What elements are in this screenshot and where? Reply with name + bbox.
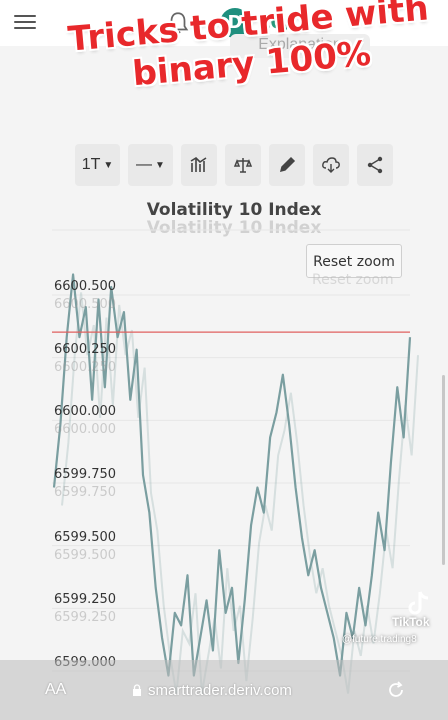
y-tick-label-reflection: 6599.250 [54,610,117,626]
chart-type-value: — [136,156,153,173]
interval-value: 1T [81,156,101,173]
y-tick-label-reflection: 6599.750 [54,485,117,500]
reset-zoom-button[interactable]: Reset zoom [306,244,402,278]
y-tick-label: 6600.500 [54,279,117,294]
chevron-down-icon: ▼ [103,159,114,171]
menu-icon[interactable] [14,12,36,32]
y-tick-label: 6599.250 [54,592,117,608]
share-icon [367,156,383,174]
compare-icon [233,158,253,173]
scrollbar[interactable] [442,375,445,565]
bell-icon[interactable] [165,10,191,36]
y-tick-label: 6599.750 [54,467,117,482]
interval-select[interactable]: 1T ▼ [75,144,120,186]
lock-icon [133,684,141,696]
chart-type-select[interactable]: — ▼ [128,144,173,186]
share-button[interactable] [357,144,393,186]
tiktok-label: TikTok [392,615,430,629]
download-icon [322,157,340,173]
y-tick-label-reflection: 6600.250 [54,359,117,375]
y-tick-label: 6600.250 [54,341,117,357]
url-field[interactable]: smarttrader.deriv.com [148,682,292,699]
indicators-button[interactable] [181,144,217,186]
indicators-icon [190,156,207,172]
account-balance[interactable]: 10, [258,12,290,33]
y-tick-label-reflection: 6600.500 [54,297,117,312]
y-tick-label: 6600.000 [54,404,117,420]
tiktok-logo-icon [408,591,429,615]
chart-toolbar: 1T ▼ — ▼ [75,144,393,190]
text-size-button[interactable]: AA [45,681,67,698]
chart-title: Volatility 10 Index [146,200,322,220]
reload-icon[interactable] [386,680,406,700]
y-tick-label-reflection: 6600.000 [54,422,117,438]
compare-button[interactable] [225,144,261,186]
browser-address-bar: AA smarttrader.deriv.com [0,660,448,720]
deriv-logo: D [220,8,250,38]
top-header: D 10, Explanation [0,0,448,58]
overlay-caption: Tricks to tride with binary 100% [57,0,443,101]
explanation-tab[interactable]: Explanation [230,34,370,58]
chevron-down-icon: ▼ [155,159,165,171]
y-tick-label-reflection: 6599.500 [54,547,117,563]
download-button[interactable] [313,144,349,186]
draw-button[interactable] [269,144,305,186]
draw-icon [279,156,296,173]
reset-zoom-reflection: Reset zoom [312,272,394,288]
tiktok-username: @future.trading8 [342,634,417,645]
chart-title-reflection: Volatility 10 Index [146,218,322,238]
y-tick-label: 6599.500 [54,529,117,545]
